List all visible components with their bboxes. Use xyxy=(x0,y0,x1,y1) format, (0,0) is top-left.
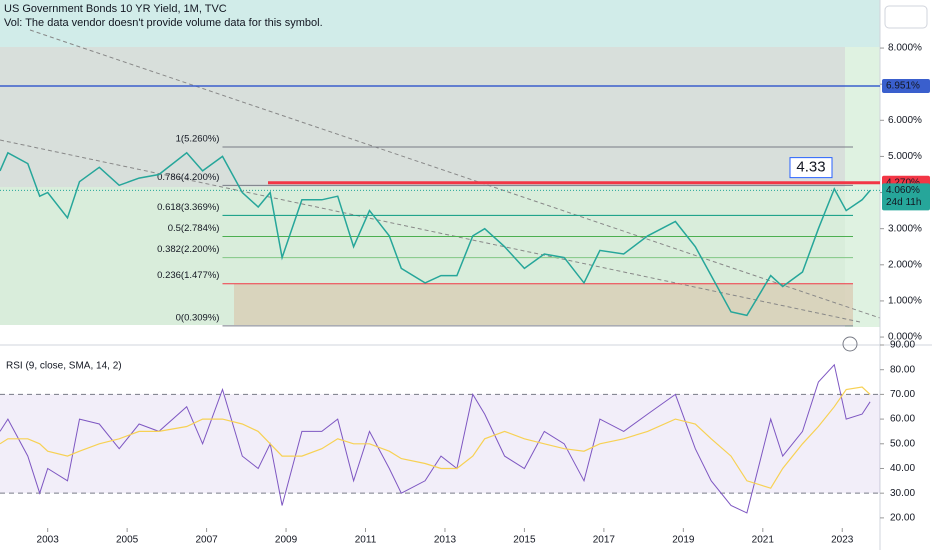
x-tick-label: 2019 xyxy=(672,535,695,546)
rsi-title: RSI (9, close, SMA, 14, 2) xyxy=(6,361,122,372)
y-tick-label: 6.000% xyxy=(888,115,922,126)
y-tick-label: 3.000% xyxy=(888,223,922,234)
y-tick-label: 30.00 xyxy=(890,488,915,499)
settings-button[interactable] xyxy=(884,5,928,29)
x-tick-label: 2021 xyxy=(752,535,775,546)
line xyxy=(0,386,871,489)
x-tick-label: 2009 xyxy=(275,535,298,546)
fib-label: 0(0.309%) xyxy=(176,312,220,323)
zone-right xyxy=(845,47,880,327)
chart-title: US Government Bonds 10 YR Yield, 1M, TVC xyxy=(4,3,227,15)
annotation-label: 4.33 xyxy=(796,159,825,176)
x-tick-label: 2007 xyxy=(195,535,218,546)
x-tick-label: 2017 xyxy=(593,535,616,546)
fib-label: 0.618(3.369%) xyxy=(157,202,219,213)
y-tick-label: 5.000% xyxy=(888,151,922,162)
y-tick-label: 40.00 xyxy=(890,463,915,474)
y-tick-label: 70.00 xyxy=(890,389,915,400)
y-tick-label: 50.00 xyxy=(890,438,915,449)
fib-label: 0.236(1.477%) xyxy=(157,270,219,281)
y-tick-label: 80.00 xyxy=(890,364,915,375)
y-tick-label: 20.00 xyxy=(890,513,915,524)
price-tag-label: 6.951% xyxy=(886,81,920,92)
y-tick-label: 8.000% xyxy=(888,43,922,54)
zone-gray xyxy=(0,47,845,187)
x-tick-label: 2005 xyxy=(116,535,139,546)
price-tag xyxy=(882,78,930,93)
price-tag-label: 4.270% xyxy=(886,177,920,188)
annotation-box xyxy=(789,157,833,179)
fib-label: 0.5(2.784%) xyxy=(168,223,220,234)
zone-top xyxy=(0,0,880,47)
y-tick-label: 60.00 xyxy=(890,414,915,425)
y-tick-label: 1.000% xyxy=(888,296,922,307)
fib-label: 1(5.260%) xyxy=(176,134,220,145)
trend-line xyxy=(29,29,881,319)
fib-label: 0.786(4.200%) xyxy=(157,172,219,183)
y-tick-label: 2.000% xyxy=(888,259,922,270)
y-tick-label: 90.00 xyxy=(890,340,915,351)
x-tick-label: 2013 xyxy=(434,535,457,546)
fib-label: 0.382(2.200%) xyxy=(157,244,219,255)
countdown: 24d 11h xyxy=(886,197,921,208)
rsi-band xyxy=(0,394,880,494)
line xyxy=(0,363,871,514)
subtitle: Vol: The data vendor doesn't provide vol… xyxy=(4,17,323,29)
x-tick-label: 2015 xyxy=(513,535,536,546)
x-tick-label: 2023 xyxy=(831,535,854,546)
price-tag-label: 4.060% xyxy=(886,185,920,196)
alert-icon[interactable] xyxy=(842,336,858,352)
fib-bottom-zone xyxy=(234,284,853,325)
line xyxy=(0,151,871,317)
price-tag xyxy=(882,183,930,211)
y-tick-label: 0.000% xyxy=(888,332,922,343)
x-tick-label: 2003 xyxy=(37,535,60,546)
x-tick-label: 2011 xyxy=(355,535,377,546)
